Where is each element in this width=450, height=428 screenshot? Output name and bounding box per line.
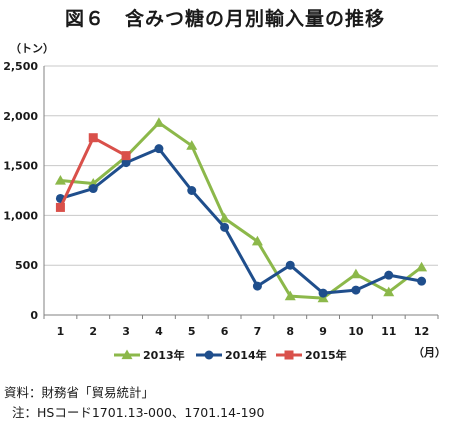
data-point bbox=[187, 186, 197, 195]
legend-label: 2015年 bbox=[305, 348, 347, 362]
data-point bbox=[186, 140, 198, 150]
y-tick-label: 1,500 bbox=[3, 160, 38, 173]
data-point bbox=[285, 260, 295, 270]
y-axis-unit-label: （トン） bbox=[10, 42, 54, 55]
legend-marker bbox=[204, 350, 214, 360]
series-0 bbox=[54, 117, 428, 303]
y-tick-label: 2,000 bbox=[3, 110, 38, 123]
legend: 2013年 2014年 2015年 bbox=[114, 348, 347, 362]
x-tick-label: 2 bbox=[89, 325, 97, 338]
data-point bbox=[121, 151, 131, 161]
data-point bbox=[54, 175, 66, 185]
y-tick-label: 500 bbox=[15, 259, 38, 272]
source-note: 資料：財務省「貿易統計」 bbox=[4, 385, 155, 400]
data-point bbox=[55, 202, 65, 212]
x-tick-label: 10 bbox=[348, 325, 364, 338]
series-line bbox=[59, 147, 422, 295]
legend-marker bbox=[121, 349, 133, 360]
data-point bbox=[220, 222, 230, 232]
x-tick-label: 6 bbox=[221, 325, 229, 338]
data-point bbox=[88, 133, 98, 143]
chart-title: 図６ 含みつ糖の月別輸入量の推移 bbox=[64, 8, 385, 30]
data-point bbox=[154, 144, 164, 154]
hs-code-note: 注：HSコード1701.13-000、1701.14-190 bbox=[12, 405, 265, 420]
legend-label: 2013年 bbox=[143, 348, 185, 362]
legend-item-1: 2014年 bbox=[196, 348, 267, 362]
x-tick-label: 11 bbox=[381, 325, 396, 338]
x-tick-label: 4 bbox=[155, 325, 163, 338]
data-point bbox=[121, 158, 131, 168]
x-tick-label: 3 bbox=[122, 325, 130, 338]
grid-lines bbox=[44, 65, 438, 266]
x-tick-label: 9 bbox=[319, 325, 327, 338]
legend-label: 2014年 bbox=[225, 348, 267, 362]
data-point bbox=[351, 285, 361, 295]
legend-item-2: 2015年 bbox=[276, 348, 347, 362]
x-tick-label: 8 bbox=[286, 325, 294, 338]
data-point bbox=[251, 235, 263, 246]
y-tick-label: 1,000 bbox=[3, 209, 38, 222]
data-point bbox=[383, 286, 395, 297]
data-point bbox=[153, 117, 165, 127]
series-1 bbox=[55, 144, 427, 298]
x-tick-label: 7 bbox=[254, 325, 262, 338]
series-layer bbox=[54, 117, 428, 303]
data-point bbox=[252, 281, 262, 291]
legend-item-0: 2013年 bbox=[114, 348, 185, 362]
legend-marker bbox=[284, 350, 294, 360]
x-tick-label: 12 bbox=[414, 325, 429, 338]
data-point bbox=[384, 270, 394, 280]
x-axis-unit-label: （月） bbox=[413, 346, 446, 359]
x-tick-label: 1 bbox=[57, 325, 65, 338]
data-point bbox=[219, 212, 231, 223]
data-point bbox=[318, 288, 328, 298]
series-line bbox=[60, 121, 423, 300]
series-2 bbox=[55, 133, 131, 212]
y-tick-label: 0 bbox=[30, 309, 38, 322]
data-point bbox=[284, 290, 296, 301]
data-point bbox=[350, 268, 362, 279]
data-point bbox=[417, 276, 427, 286]
data-point bbox=[416, 261, 428, 272]
x-tick-label: 5 bbox=[188, 325, 196, 338]
data-point bbox=[88, 184, 98, 194]
y-tick-label: 2,500 bbox=[3, 60, 38, 73]
